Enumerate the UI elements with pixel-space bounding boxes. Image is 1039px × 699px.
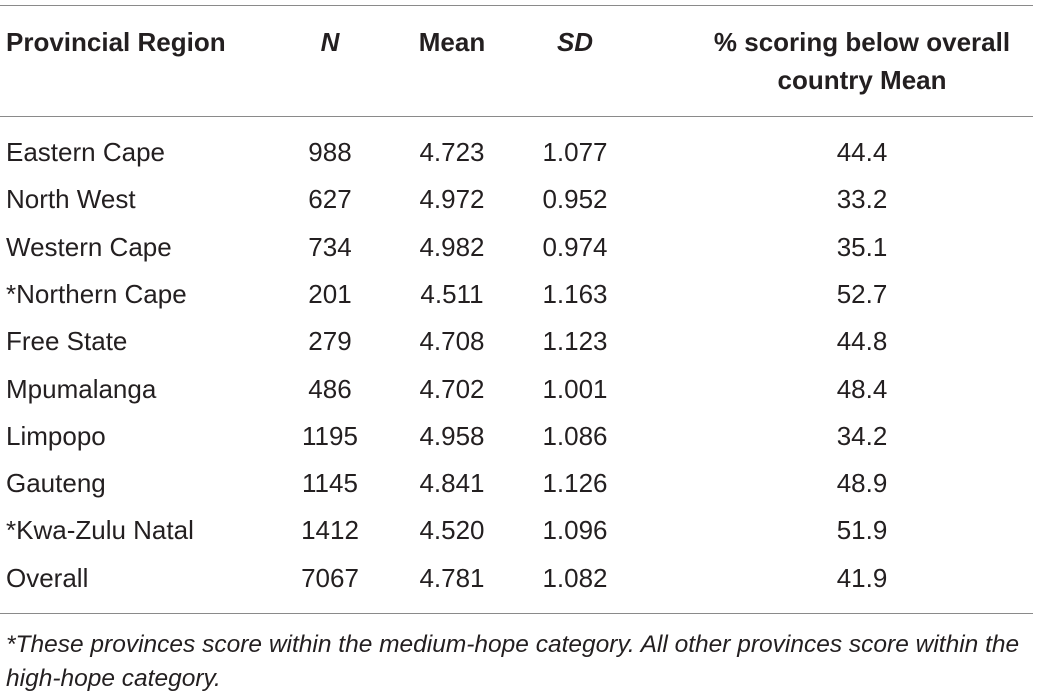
- table-cell: 48.4: [836, 373, 888, 404]
- table-cell: 4.511: [420, 278, 484, 309]
- row-label: *Northern Cape: [6, 278, 187, 309]
- table-cell: 4.702: [419, 373, 485, 404]
- row-label: Mpumalanga: [6, 373, 157, 404]
- footnote: *These provinces score within the medium…: [6, 631, 1020, 692]
- table-cell: 4.841: [419, 468, 485, 499]
- row-label: North West: [6, 184, 136, 215]
- table-cell: 1.096: [542, 515, 608, 546]
- table-cell: 4.723: [419, 137, 485, 167]
- table-cell: 44.4: [836, 137, 888, 167]
- table-cell: 35.1: [836, 231, 888, 262]
- table-cell: 0.952: [542, 184, 608, 215]
- table-cell: 1412: [301, 515, 359, 546]
- table-cell: 1.086: [542, 420, 608, 451]
- row-label: Eastern Cape: [6, 137, 165, 167]
- table-cell: 988: [308, 137, 352, 167]
- row-label: Gauteng: [6, 468, 106, 499]
- row-label: *Kwa-Zulu Natal: [6, 515, 194, 546]
- table-cell: 0.974: [542, 231, 608, 262]
- table-cell: 1.077: [542, 137, 608, 167]
- header-rule: [0, 116, 1033, 117]
- table-cell: 48.9: [836, 468, 888, 499]
- table-cell: 4.708: [419, 326, 485, 357]
- table-cell: 1.123: [542, 326, 608, 357]
- table-cell: 44.8: [836, 326, 888, 357]
- row-label: Free State: [6, 326, 128, 357]
- column-header: Mean: [418, 27, 486, 57]
- table-cell: 201: [308, 278, 352, 309]
- table-cell: 4.520: [419, 515, 485, 546]
- bottom-rule: [0, 613, 1033, 614]
- table-cell: 41.9: [836, 562, 888, 593]
- column-header: SD: [556, 27, 594, 57]
- column-header: N: [320, 27, 340, 57]
- table-cell: 486: [308, 373, 352, 404]
- column-header: % scoring below overall country Mean: [713, 27, 1011, 95]
- table-cell: 1195: [302, 420, 358, 451]
- row-label: Overall: [6, 562, 89, 593]
- row-label: Limpopo: [6, 420, 106, 451]
- column-header: Provincial Region: [6, 27, 226, 57]
- table-cell: 52.7: [836, 278, 888, 309]
- table-cell: 7067: [301, 562, 359, 593]
- table-cell: 33.2: [836, 184, 888, 215]
- table-cell: 279: [308, 326, 352, 357]
- table-cell: 1.163: [542, 278, 608, 309]
- table-cell: 34.2: [836, 420, 888, 451]
- table-cell: 4.781: [419, 562, 485, 593]
- top-rule: [0, 5, 1033, 6]
- table-cell: 627: [308, 184, 352, 215]
- table-cell: 1.082: [542, 562, 608, 593]
- table-cell: 1.126: [542, 468, 608, 499]
- table-cell: 4.982: [419, 231, 485, 262]
- table-cell: 734: [308, 231, 352, 262]
- table-cell: 1145: [302, 468, 358, 499]
- row-label: Western Cape: [6, 231, 172, 262]
- table-cell: 4.972: [419, 184, 485, 215]
- table-cell: 51.9: [836, 515, 888, 546]
- table-cell: 4.958: [419, 420, 485, 451]
- table-cell: 1.001: [542, 373, 608, 404]
